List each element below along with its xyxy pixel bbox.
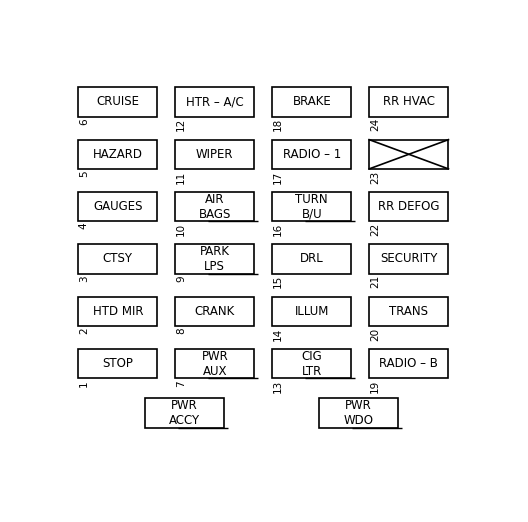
Bar — [78, 192, 157, 221]
Bar — [175, 349, 254, 378]
Text: TURN
B/U: TURN B/U — [296, 193, 328, 221]
Text: WIPER: WIPER — [196, 148, 233, 161]
Bar — [272, 296, 352, 326]
Text: 11: 11 — [176, 171, 186, 184]
Text: HTR – A/C: HTR – A/C — [186, 96, 243, 109]
Bar — [272, 349, 352, 378]
Text: 14: 14 — [273, 327, 283, 341]
Bar — [272, 140, 352, 169]
Text: 3: 3 — [79, 275, 89, 282]
Text: 22: 22 — [370, 223, 380, 236]
Bar — [78, 296, 157, 326]
Bar — [145, 398, 224, 428]
Bar — [78, 244, 157, 274]
Bar — [369, 87, 448, 116]
Text: STOP: STOP — [102, 357, 133, 370]
Bar — [78, 349, 157, 378]
Text: 4: 4 — [79, 223, 89, 230]
Bar — [369, 244, 448, 274]
Text: 10: 10 — [176, 223, 186, 236]
Bar — [175, 296, 254, 326]
Text: PWR
WDO: PWR WDO — [343, 399, 373, 427]
Text: GAUGES: GAUGES — [93, 200, 143, 213]
Bar — [369, 192, 448, 221]
Text: 21: 21 — [370, 275, 380, 289]
Text: PWR
AUX: PWR AUX — [201, 350, 228, 378]
Text: 16: 16 — [273, 223, 283, 236]
Text: 13: 13 — [273, 380, 283, 393]
Bar — [272, 244, 352, 274]
Text: 7: 7 — [176, 380, 186, 386]
Text: ILLUM: ILLUM — [295, 305, 329, 318]
Text: 24: 24 — [370, 118, 380, 132]
Text: RADIO – 1: RADIO – 1 — [282, 148, 341, 161]
Text: 2: 2 — [79, 327, 89, 334]
Text: 8: 8 — [176, 327, 186, 334]
Text: 23: 23 — [370, 171, 380, 184]
Text: SECURITY: SECURITY — [380, 253, 438, 266]
Text: AIR
BAGS: AIR BAGS — [199, 193, 231, 221]
Bar — [78, 140, 157, 169]
Text: BRAKE: BRAKE — [293, 96, 331, 109]
Text: 19: 19 — [370, 380, 380, 393]
Text: RR DEFOG: RR DEFOG — [378, 200, 440, 213]
Text: PARK
LPS: PARK LPS — [200, 245, 230, 273]
Bar — [175, 140, 254, 169]
Text: 6: 6 — [79, 118, 89, 125]
Text: 15: 15 — [273, 275, 283, 289]
Text: HAZARD: HAZARD — [93, 148, 143, 161]
Text: 9: 9 — [176, 275, 186, 282]
Bar — [175, 192, 254, 221]
Bar — [78, 87, 157, 116]
Bar — [272, 87, 352, 116]
Bar — [272, 192, 352, 221]
Text: 12: 12 — [176, 118, 186, 132]
Text: DRL: DRL — [300, 253, 324, 266]
Bar — [319, 398, 398, 428]
Text: PWR
ACCY: PWR ACCY — [169, 399, 200, 427]
Text: 18: 18 — [273, 118, 283, 132]
Bar — [175, 87, 254, 116]
Text: RADIO – B: RADIO – B — [380, 357, 438, 370]
Text: CTSY: CTSY — [103, 253, 133, 266]
Text: CRUISE: CRUISE — [96, 96, 139, 109]
Text: CIG
LTR: CIG LTR — [301, 350, 322, 378]
Text: 20: 20 — [370, 327, 380, 341]
Text: 1: 1 — [79, 380, 89, 386]
Text: 5: 5 — [79, 171, 89, 177]
Text: CRANK: CRANK — [195, 305, 235, 318]
Text: HTD MIR: HTD MIR — [92, 305, 143, 318]
Text: 17: 17 — [273, 171, 283, 184]
Bar — [175, 244, 254, 274]
Text: RR HVAC: RR HVAC — [383, 96, 435, 109]
Bar — [369, 296, 448, 326]
Text: TRANS: TRANS — [389, 305, 428, 318]
Bar — [369, 349, 448, 378]
Bar — [369, 140, 448, 169]
